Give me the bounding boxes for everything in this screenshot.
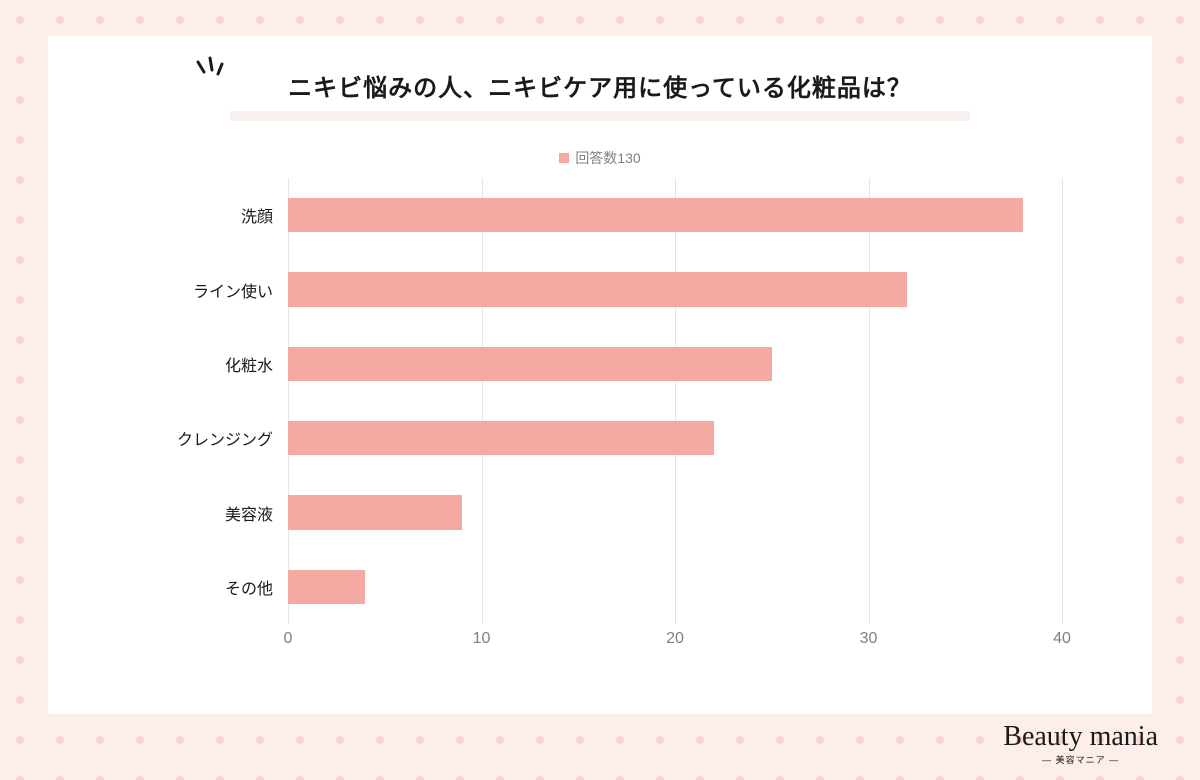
x-tick-label: 20: [666, 630, 684, 648]
chart-card: ニキビ悩みの人、ニキビケア用に使っている化粧品は？ 回答数130 洗顔ライン使い…: [48, 36, 1152, 714]
gridline: [1062, 178, 1063, 624]
gridline: [288, 178, 289, 624]
bar: [288, 272, 907, 306]
gridline: [482, 178, 483, 624]
plot-area: [288, 178, 1062, 624]
x-axis: 010203040: [288, 624, 1062, 664]
bar: [288, 421, 714, 455]
legend-label: 回答数130: [575, 150, 640, 166]
bar: [288, 198, 1023, 232]
brand-logo: Beauty mania — 美容マニア —: [1003, 723, 1158, 766]
y-axis-labels: 洗顔ライン使い化粧水クレンジング美容液その他: [108, 178, 283, 624]
category-label: 化粧水: [108, 352, 273, 376]
category-label: ライン使い: [108, 278, 273, 302]
legend-swatch: [559, 153, 569, 163]
x-tick-label: 40: [1053, 630, 1071, 648]
title-block: ニキビ悩みの人、ニキビケア用に使っている化粧品は？: [48, 68, 1152, 121]
x-tick-label: 10: [473, 630, 491, 648]
category-label: クレンジング: [108, 426, 273, 450]
gridline: [869, 178, 870, 624]
category-label: その他: [108, 575, 273, 599]
logo-sub: — 美容マニア —: [1003, 753, 1158, 766]
category-label: 美容液: [108, 501, 273, 525]
title-underline: [230, 111, 970, 121]
x-tick-label: 0: [284, 630, 293, 648]
bar: [288, 347, 772, 381]
x-tick-label: 30: [860, 630, 878, 648]
logo-main: Beauty mania: [1003, 723, 1158, 751]
category-label: 洗顔: [108, 203, 273, 227]
plot: 洗顔ライン使い化粧水クレンジング美容液その他 0 10 20 30 40: [108, 178, 1092, 664]
gridline: [675, 178, 676, 624]
bar: [288, 495, 462, 529]
legend: 回答数130: [48, 148, 1152, 168]
chart-title: ニキビ悩みの人、ニキビケア用に使っている化粧品は？: [288, 68, 912, 111]
bar: [288, 570, 365, 604]
